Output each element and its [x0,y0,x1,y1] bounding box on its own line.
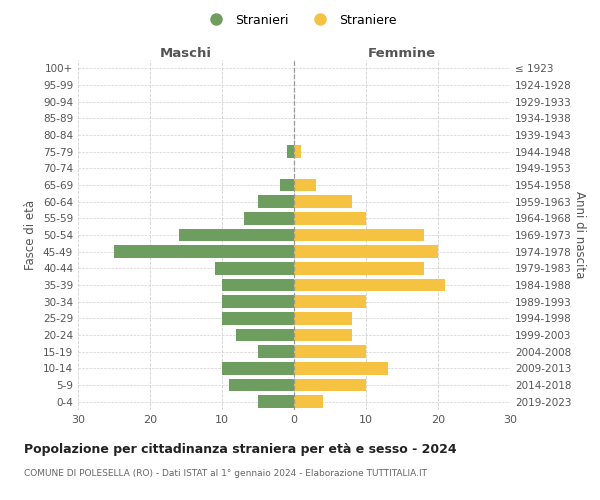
Text: Popolazione per cittadinanza straniera per età e sesso - 2024: Popolazione per cittadinanza straniera p… [24,442,457,456]
Text: COMUNE DI POLESELLA (RO) - Dati ISTAT al 1° gennaio 2024 - Elaborazione TUTTITAL: COMUNE DI POLESELLA (RO) - Dati ISTAT al… [24,468,427,477]
Bar [287,146,294,158]
Bar [294,346,366,358]
Bar [258,396,294,408]
Bar [229,379,294,391]
Bar [294,379,366,391]
Bar [294,296,366,308]
Bar [179,229,294,241]
Y-axis label: Anni di nascita: Anni di nascita [572,192,586,278]
Bar [258,346,294,358]
Bar [222,362,294,374]
Bar [258,196,294,208]
Bar [294,279,445,291]
Y-axis label: Fasce di età: Fasce di età [25,200,37,270]
Bar [294,212,366,224]
Bar [244,212,294,224]
Bar [294,179,316,192]
Bar [114,246,294,258]
Bar [294,262,424,274]
Bar [294,396,323,408]
Bar [222,312,294,324]
Bar [222,296,294,308]
Bar [294,229,424,241]
Bar [222,279,294,291]
Bar [215,262,294,274]
Bar [294,246,438,258]
Bar [294,146,301,158]
Text: Femmine: Femmine [368,47,436,60]
Bar [294,362,388,374]
Bar [280,179,294,192]
Bar [294,329,352,341]
Bar [294,312,352,324]
Bar [236,329,294,341]
Legend: Stranieri, Straniere: Stranieri, Straniere [199,8,401,32]
Bar [294,196,352,208]
Text: Maschi: Maschi [160,47,212,60]
